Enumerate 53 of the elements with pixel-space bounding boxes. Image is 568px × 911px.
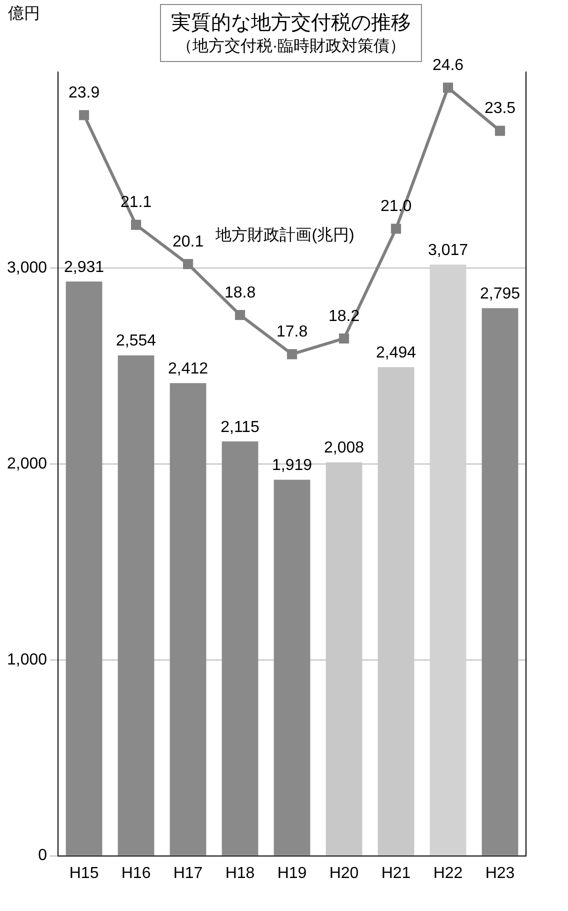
chart-subtitle: （地方交付税·臨時財政対策債） <box>175 36 407 57</box>
x-tick-label: H15 <box>69 864 99 882</box>
point <box>234 310 246 320</box>
x-tick-label: H21 <box>381 864 411 882</box>
x-tick-label: H23 <box>485 864 515 882</box>
chart-title: 実質的な地方交付税の推移 <box>171 11 411 36</box>
y-tick-label: 0 <box>38 847 48 864</box>
point <box>338 333 350 344</box>
x-tick-label: H18 <box>225 864 255 882</box>
bar <box>66 281 102 856</box>
x-tick-label: H17 <box>173 864 203 882</box>
data-label: 23.5 <box>484 100 516 118</box>
data-label: 1,919 <box>272 457 312 474</box>
point <box>79 110 90 120</box>
bar <box>430 264 466 856</box>
data-label: 20.1 <box>172 233 204 250</box>
data-label: 24.6 <box>432 57 464 74</box>
x-tick-label: H16 <box>121 864 151 882</box>
point <box>182 258 194 270</box>
y-tick-label: 3,000 <box>6 259 48 276</box>
data-label: 2,931 <box>64 258 104 276</box>
data-label: 21.0 <box>380 198 412 216</box>
point <box>442 82 454 93</box>
bar <box>170 383 206 856</box>
series-label: 地方財政計画(兆円) <box>214 226 354 244</box>
x-tick-label: H20 <box>329 864 359 882</box>
y-axis-title: 億円 <box>8 4 40 22</box>
bar <box>326 462 362 856</box>
data-label: 18.8 <box>224 284 256 302</box>
data-label: 2,494 <box>376 344 416 362</box>
data-label: 2,115 <box>220 418 260 436</box>
bar <box>378 367 414 856</box>
data-label: 2,554 <box>116 332 156 350</box>
y-tick-label: 2,000 <box>6 455 48 472</box>
x-tick-label: H22 <box>433 864 463 882</box>
point <box>390 224 402 234</box>
data-label: 21.1 <box>120 194 152 212</box>
x-tick-label: H19 <box>277 864 307 882</box>
data-label: 2,412 <box>168 360 208 378</box>
y-tick-label: 1,000 <box>6 651 48 668</box>
bar <box>222 441 258 856</box>
point <box>286 349 298 360</box>
point <box>130 220 142 230</box>
bar <box>482 308 518 856</box>
data-label: 23.9 <box>68 84 100 102</box>
data-label: 2,795 <box>480 286 520 303</box>
data-label: 2,008 <box>324 440 364 457</box>
data-label: 18.2 <box>328 308 360 325</box>
point <box>494 126 506 136</box>
bar <box>118 355 154 856</box>
data-label: 3,017 <box>428 242 468 260</box>
data-label: 17.8 <box>276 324 308 341</box>
bar <box>274 480 310 856</box>
